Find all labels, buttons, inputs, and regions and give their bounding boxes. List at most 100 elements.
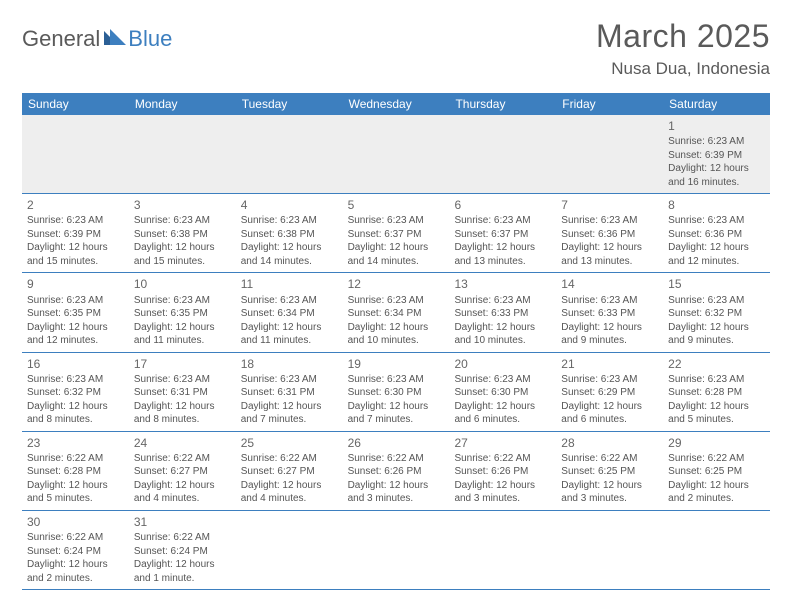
day-cell: 14Sunrise: 6:23 AMSunset: 6:33 PMDayligh… (556, 273, 663, 351)
daylight-text: Daylight: 12 hours and 14 minutes. (241, 241, 338, 268)
sunset-text: Sunset: 6:28 PM (27, 465, 124, 479)
day-cell (236, 115, 343, 193)
sunrise-text: Sunrise: 6:23 AM (348, 294, 445, 308)
day-number: 3 (134, 197, 231, 213)
daylight-text: Daylight: 12 hours and 11 minutes. (241, 321, 338, 348)
daylight-text: Daylight: 12 hours and 14 minutes. (348, 241, 445, 268)
day-cell (236, 511, 343, 589)
day-cell: 8Sunrise: 6:23 AMSunset: 6:36 PMDaylight… (663, 194, 770, 272)
sunset-text: Sunset: 6:26 PM (348, 465, 445, 479)
sunset-text: Sunset: 6:26 PM (454, 465, 551, 479)
sunrise-text: Sunrise: 6:23 AM (241, 214, 338, 228)
day-number: 31 (134, 514, 231, 530)
day-number: 22 (668, 356, 765, 372)
daylight-text: Daylight: 12 hours and 15 minutes. (27, 241, 124, 268)
sunrise-text: Sunrise: 6:23 AM (561, 373, 658, 387)
day-number: 12 (348, 276, 445, 292)
sunrise-text: Sunrise: 6:23 AM (27, 294, 124, 308)
day-cell: 25Sunrise: 6:22 AMSunset: 6:27 PMDayligh… (236, 432, 343, 510)
daylight-text: Daylight: 12 hours and 8 minutes. (27, 400, 124, 427)
day-number: 11 (241, 276, 338, 292)
day-number: 25 (241, 435, 338, 451)
day-number: 18 (241, 356, 338, 372)
weekday-header: Monday (129, 93, 236, 115)
week-row: 1Sunrise: 6:23 AMSunset: 6:39 PMDaylight… (22, 115, 770, 194)
daylight-text: Daylight: 12 hours and 9 minutes. (561, 321, 658, 348)
daylight-text: Daylight: 12 hours and 7 minutes. (348, 400, 445, 427)
week-row: 23Sunrise: 6:22 AMSunset: 6:28 PMDayligh… (22, 432, 770, 511)
week-row: 30Sunrise: 6:22 AMSunset: 6:24 PMDayligh… (22, 511, 770, 590)
sunrise-text: Sunrise: 6:23 AM (668, 214, 765, 228)
daylight-text: Daylight: 12 hours and 11 minutes. (134, 321, 231, 348)
sunset-text: Sunset: 6:29 PM (561, 386, 658, 400)
daylight-text: Daylight: 12 hours and 8 minutes. (134, 400, 231, 427)
day-cell: 9Sunrise: 6:23 AMSunset: 6:35 PMDaylight… (22, 273, 129, 351)
sunset-text: Sunset: 6:38 PM (134, 228, 231, 242)
sunrise-text: Sunrise: 6:22 AM (134, 452, 231, 466)
day-cell: 22Sunrise: 6:23 AMSunset: 6:28 PMDayligh… (663, 353, 770, 431)
daylight-text: Daylight: 12 hours and 5 minutes. (27, 479, 124, 506)
daylight-text: Daylight: 12 hours and 4 minutes. (241, 479, 338, 506)
sunset-text: Sunset: 6:36 PM (561, 228, 658, 242)
day-number: 17 (134, 356, 231, 372)
daylight-text: Daylight: 12 hours and 3 minutes. (454, 479, 551, 506)
logo: General Blue (22, 26, 172, 52)
weekday-header: Thursday (449, 93, 556, 115)
day-cell: 26Sunrise: 6:22 AMSunset: 6:26 PMDayligh… (343, 432, 450, 510)
day-number: 16 (27, 356, 124, 372)
sunset-text: Sunset: 6:25 PM (561, 465, 658, 479)
sunrise-text: Sunrise: 6:22 AM (27, 452, 124, 466)
weekday-header: Saturday (663, 93, 770, 115)
daylight-text: Daylight: 12 hours and 6 minutes. (561, 400, 658, 427)
day-cell (449, 115, 556, 193)
daylight-text: Daylight: 12 hours and 7 minutes. (241, 400, 338, 427)
day-cell (556, 115, 663, 193)
day-cell (343, 511, 450, 589)
daylight-text: Daylight: 12 hours and 6 minutes. (454, 400, 551, 427)
daylight-text: Daylight: 12 hours and 15 minutes. (134, 241, 231, 268)
daylight-text: Daylight: 12 hours and 13 minutes. (561, 241, 658, 268)
day-cell: 15Sunrise: 6:23 AMSunset: 6:32 PMDayligh… (663, 273, 770, 351)
day-number: 20 (454, 356, 551, 372)
sunset-text: Sunset: 6:28 PM (668, 386, 765, 400)
day-number: 4 (241, 197, 338, 213)
sunrise-text: Sunrise: 6:22 AM (241, 452, 338, 466)
sunset-text: Sunset: 6:37 PM (348, 228, 445, 242)
sunset-text: Sunset: 6:31 PM (134, 386, 231, 400)
sunset-text: Sunset: 6:34 PM (348, 307, 445, 321)
day-number: 30 (27, 514, 124, 530)
day-cell: 2Sunrise: 6:23 AMSunset: 6:39 PMDaylight… (22, 194, 129, 272)
sunrise-text: Sunrise: 6:22 AM (348, 452, 445, 466)
weekday-header: Friday (556, 93, 663, 115)
daylight-text: Daylight: 12 hours and 13 minutes. (454, 241, 551, 268)
week-row: 2Sunrise: 6:23 AMSunset: 6:39 PMDaylight… (22, 194, 770, 273)
day-cell: 11Sunrise: 6:23 AMSunset: 6:34 PMDayligh… (236, 273, 343, 351)
daylight-text: Daylight: 12 hours and 12 minutes. (668, 241, 765, 268)
week-row: 16Sunrise: 6:23 AMSunset: 6:32 PMDayligh… (22, 353, 770, 432)
sunrise-text: Sunrise: 6:23 AM (241, 373, 338, 387)
day-number: 24 (134, 435, 231, 451)
sunrise-text: Sunrise: 6:23 AM (668, 135, 765, 149)
day-cell: 31Sunrise: 6:22 AMSunset: 6:24 PMDayligh… (129, 511, 236, 589)
day-cell: 4Sunrise: 6:23 AMSunset: 6:38 PMDaylight… (236, 194, 343, 272)
daylight-text: Daylight: 12 hours and 1 minute. (134, 558, 231, 585)
sunset-text: Sunset: 6:33 PM (454, 307, 551, 321)
day-cell: 5Sunrise: 6:23 AMSunset: 6:37 PMDaylight… (343, 194, 450, 272)
day-cell (129, 115, 236, 193)
day-cell: 13Sunrise: 6:23 AMSunset: 6:33 PMDayligh… (449, 273, 556, 351)
day-number: 14 (561, 276, 658, 292)
header: General Blue March 2025 Nusa Dua, Indone… (22, 18, 770, 79)
day-number: 29 (668, 435, 765, 451)
sunrise-text: Sunrise: 6:23 AM (668, 294, 765, 308)
sunrise-text: Sunrise: 6:23 AM (348, 373, 445, 387)
logo-text-blue: Blue (128, 26, 172, 52)
sunset-text: Sunset: 6:35 PM (27, 307, 124, 321)
sunrise-text: Sunrise: 6:22 AM (561, 452, 658, 466)
day-number: 1 (668, 118, 765, 134)
daylight-text: Daylight: 12 hours and 3 minutes. (561, 479, 658, 506)
sunset-text: Sunset: 6:34 PM (241, 307, 338, 321)
sunrise-text: Sunrise: 6:23 AM (668, 373, 765, 387)
week-row: 9Sunrise: 6:23 AMSunset: 6:35 PMDaylight… (22, 273, 770, 352)
logo-text-general: General (22, 26, 100, 52)
day-number: 10 (134, 276, 231, 292)
